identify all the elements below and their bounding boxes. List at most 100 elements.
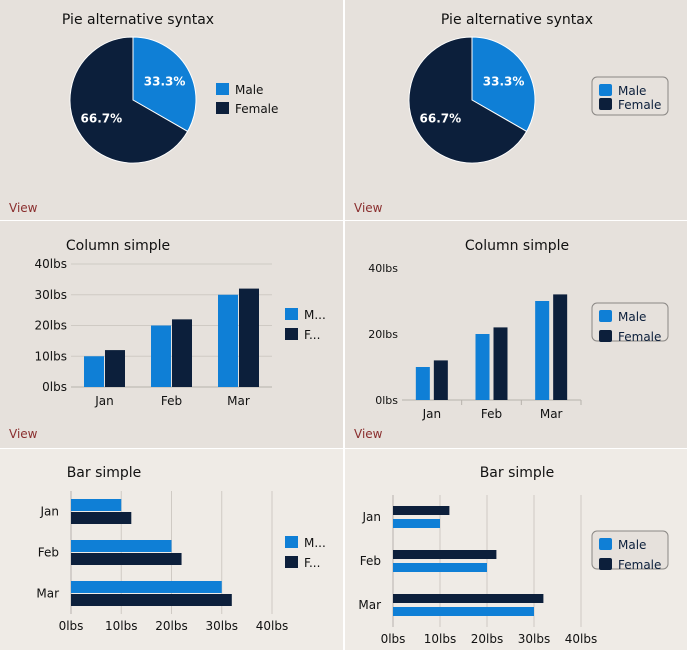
legend-swatch-1: [599, 330, 612, 342]
y-tick-label: Mar: [36, 587, 59, 601]
y-tick-label: Jan: [40, 505, 60, 519]
bar-Female-Mar: [393, 594, 544, 603]
bar-chart-panel-left: Bar simple 0lbs 10lbs 20lbs 30lbs 40lbs Jan Feb…: [0, 449, 343, 650]
x-tick-label: 10lbs: [105, 619, 137, 633]
legend-label-0: Male: [618, 538, 646, 552]
bar-F...-Feb: [71, 553, 182, 565]
y-tick-label: Jan: [362, 510, 382, 524]
bar-chart-left: Bar simple 0lbs 10lbs 20lbs 30lbs 40lbs Jan Feb…: [36, 465, 326, 633]
bar-M...-Mar: [71, 581, 222, 593]
y-tick-label: 0lbs: [375, 394, 398, 407]
x-tick-label: Mar: [540, 407, 563, 421]
y-tick-label: 20lbs: [35, 319, 67, 333]
bar-Female-Feb: [493, 327, 508, 400]
view-link[interactable]: View: [354, 427, 383, 441]
x-tick-label: 0lbs: [381, 632, 406, 646]
bar-M...-Mar: [218, 294, 238, 387]
x-tick-label: 30lbs: [206, 619, 238, 633]
bar-M...-Feb: [71, 540, 172, 552]
legend-label-0: Male: [235, 83, 263, 97]
x-tick-label: 40lbs: [565, 632, 597, 646]
y-tick-label: 0lbs: [42, 380, 67, 394]
pie-slice-1: [69, 36, 189, 164]
chart-title: Pie alternative syntax: [62, 12, 214, 28]
bar-chart-right: Bar simple 0lbs 10lbs 20lbs 30lbs 40lbs Jan Feb…: [358, 465, 669, 646]
bar-F...-Jan: [105, 350, 125, 387]
legend-swatch-0: [599, 538, 612, 550]
y-tick-label: Feb: [38, 546, 59, 560]
x-tick-label: 10lbs: [424, 632, 456, 646]
chart-title: Bar simple: [480, 465, 555, 481]
pie-chart-left: Pie alternative syntax 33.3% 66.7% Male Fema…: [62, 12, 278, 164]
y-tick-label: Mar: [358, 598, 381, 612]
bar-Female-Feb: [393, 550, 497, 559]
bar-M...-Jan: [71, 499, 122, 511]
pie-slice-0: [132, 36, 197, 133]
x-tick-label: Mar: [227, 394, 250, 408]
bar-Female-Jan: [433, 360, 448, 400]
bar-F...-Mar: [239, 288, 259, 387]
legend-label-0: Male: [618, 84, 646, 98]
legend-label-0: M...: [304, 536, 326, 550]
bar-M...-Feb: [151, 325, 171, 387]
bar-chart-panel-right: Bar simple 0lbs 10lbs 20lbs 30lbs 40lbs Jan Feb…: [345, 449, 687, 650]
bar-Male-Mar: [535, 301, 550, 400]
view-link[interactable]: View: [9, 201, 38, 215]
view-link[interactable]: View: [354, 201, 383, 215]
pie-chart-panel-left: Pie alternative syntax 33.3% 66.7% Male Fema…: [0, 0, 343, 220]
y-tick-label: 20lbs: [368, 328, 398, 341]
y-tick-label: 10lbs: [35, 349, 67, 363]
legend-swatch-1: [216, 102, 229, 114]
legend-swatch-1: [285, 556, 298, 568]
legend-label-1: F...: [304, 556, 320, 570]
legend-swatch-0: [599, 310, 612, 322]
view-link[interactable]: View: [9, 427, 38, 441]
x-tick-label: 30lbs: [518, 632, 550, 646]
bar-Male-Jan: [393, 519, 440, 528]
column-chart-right: Column simple 0lbs 20lbs 40lbs Jan Feb Mar Male…: [368, 238, 669, 421]
x-tick-label: 20lbs: [155, 619, 187, 633]
legend-swatch-1: [285, 328, 298, 340]
legend-label-1: Female: [235, 102, 278, 116]
bar-Male-Jan: [415, 367, 430, 400]
legend-swatch-0: [599, 84, 612, 96]
bar-Male-Mar: [393, 607, 534, 616]
pie-label-0: 33.3%: [483, 75, 525, 89]
legend-label-0: Male: [618, 310, 646, 324]
legend-swatch-1: [599, 558, 612, 570]
column-chart-panel-left: Column simple 0lbs 10lbs 20lbs 30lbs 40lbs Jan…: [0, 221, 343, 448]
legend-swatch-0: [216, 83, 229, 95]
x-tick-label: 20lbs: [471, 632, 503, 646]
pie-chart-panel-right: Pie alternative syntax 33.3% 66.7% Male Fema…: [345, 0, 687, 220]
legend-swatch-1: [599, 98, 612, 110]
pie-label-1: 66.7%: [420, 111, 462, 125]
legend-label-1: Female: [618, 558, 661, 572]
bar-F...-Jan: [71, 512, 132, 524]
y-tick-label: 40lbs: [35, 257, 67, 271]
legend-swatch-0: [285, 308, 298, 320]
y-tick-label: Feb: [360, 554, 381, 568]
bar-Female-Mar: [553, 294, 568, 400]
pie-label-0: 33.3%: [144, 75, 186, 89]
legend-label-0: M...: [304, 308, 326, 322]
bar-F...-Feb: [172, 319, 192, 387]
pie-slice-0: [471, 36, 536, 133]
x-tick-label: Jan: [94, 394, 114, 408]
bar-M...-Jan: [84, 356, 104, 387]
y-tick-label: 40lbs: [368, 262, 398, 275]
pie-chart-right: Pie alternative syntax 33.3% 66.7% MaleFema…: [408, 12, 669, 164]
column-chart-panel-right: Column simple 0lbs 20lbs 40lbs Jan Feb Mar Male…: [345, 221, 687, 448]
column-chart-left: Column simple 0lbs 10lbs 20lbs 30lbs 40lbs Jan…: [35, 238, 326, 408]
x-tick-label: Feb: [161, 394, 182, 408]
bar-Male-Feb: [393, 563, 487, 572]
bar-Female-Jan: [393, 506, 450, 515]
chart-title: Pie alternative syntax: [441, 12, 593, 28]
legend-swatch-0: [285, 536, 298, 548]
legend-label-1: Female: [618, 98, 661, 112]
pie-slice-1: [408, 36, 528, 164]
y-tick-label: 30lbs: [35, 288, 67, 302]
bar-F...-Mar: [71, 594, 232, 606]
chart-title: Bar simple: [67, 465, 142, 481]
x-tick-label: Feb: [481, 407, 502, 421]
chart-title: Column simple: [465, 238, 569, 254]
